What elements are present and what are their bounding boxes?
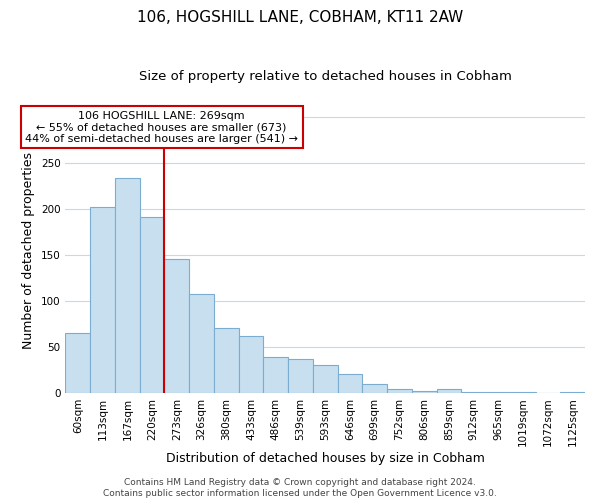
Bar [486,392,511,393]
Bar [90,207,115,393]
Bar [140,217,164,393]
Bar [263,357,288,393]
Bar [412,391,437,393]
Bar [189,294,214,393]
Bar [115,178,140,393]
X-axis label: Distribution of detached houses by size in Cobham: Distribution of detached houses by size … [166,452,485,465]
Bar [461,392,486,393]
Bar [511,392,536,393]
Text: 106, HOGSHILL LANE, COBHAM, KT11 2AW: 106, HOGSHILL LANE, COBHAM, KT11 2AW [137,10,463,25]
Bar [65,333,90,393]
Bar [437,389,461,393]
Text: Contains HM Land Registry data © Crown copyright and database right 2024.
Contai: Contains HM Land Registry data © Crown c… [103,478,497,498]
Bar [214,328,239,393]
Bar [387,389,412,393]
Bar [362,384,387,393]
Title: Size of property relative to detached houses in Cobham: Size of property relative to detached ho… [139,70,512,83]
Bar [313,365,338,393]
Bar [288,359,313,393]
Bar [164,258,189,393]
Bar [239,336,263,393]
Bar [560,392,585,393]
Text: 106 HOGSHILL LANE: 269sqm
← 55% of detached houses are smaller (673)
44% of semi: 106 HOGSHILL LANE: 269sqm ← 55% of detac… [25,110,298,144]
Y-axis label: Number of detached properties: Number of detached properties [22,152,35,349]
Bar [338,374,362,393]
